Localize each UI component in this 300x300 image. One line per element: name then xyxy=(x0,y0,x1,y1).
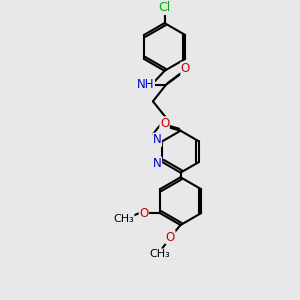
Text: O: O xyxy=(166,231,175,244)
Text: O: O xyxy=(181,62,190,75)
Text: N: N xyxy=(153,133,161,146)
Text: CH₃: CH₃ xyxy=(150,249,171,259)
Text: N: N xyxy=(153,157,161,170)
Text: O: O xyxy=(139,207,148,220)
Text: Cl: Cl xyxy=(158,2,171,14)
Text: O: O xyxy=(160,117,169,130)
Text: CH₃: CH₃ xyxy=(113,214,134,224)
Text: NH: NH xyxy=(137,78,154,91)
